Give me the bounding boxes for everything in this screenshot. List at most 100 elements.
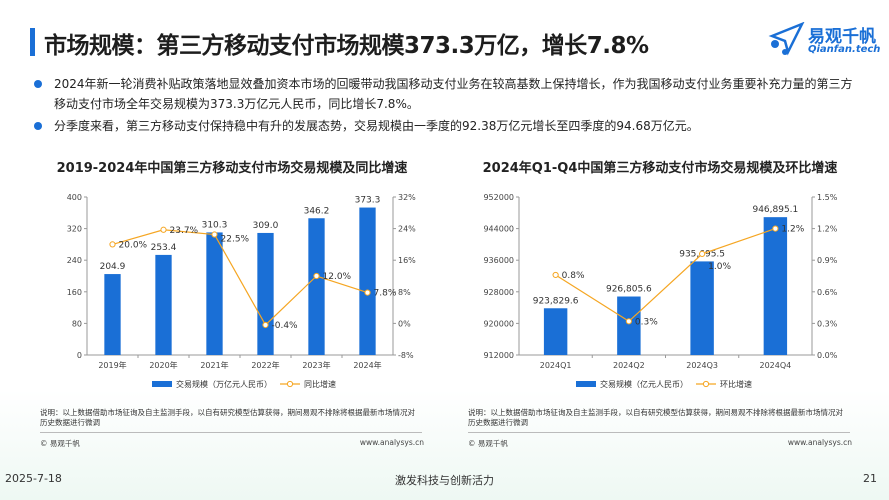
bar-value-label: 204.9 <box>100 262 126 272</box>
background-decoration <box>0 390 889 500</box>
bullet-text: 分季度来看，第三方移动支付保持稳中有升的发展态势，交易规模由一季度的92.38万… <box>54 119 699 133</box>
chart-title: 2019-2024年中国第三方移动支付市场交易规模及同比增速 <box>56 161 408 176</box>
x-tick-label: 2022年 <box>251 360 279 370</box>
bar-value-label: 946,895.1 <box>752 205 798 215</box>
y2-tick-label: 0.9% <box>817 256 838 265</box>
bullet-dot-icon <box>34 80 42 88</box>
y2-tick-label: 0% <box>398 319 411 328</box>
x-tick-label: 2024Q1 <box>540 361 572 370</box>
page-title: 市场规模：第三方移动支付市场规模373.3万亿，增长7.8% <box>44 33 649 59</box>
bar <box>359 207 376 355</box>
logo-plane-icon <box>768 21 805 56</box>
chart-panel-annual: 2019-2024年中国第三方移动支付市场交易规模及同比增速 0 80 160 240… <box>32 150 432 450</box>
bar <box>308 218 325 355</box>
divider <box>468 432 850 433</box>
bar-value-label: 926,805.6 <box>606 285 652 295</box>
y-tick-label: 80 <box>72 319 82 328</box>
y2-tick-label: 0.6% <box>817 288 838 297</box>
chart-title: 2024年Q1-Q4中国第三方移动支付市场交易规模及环比增速 <box>482 161 838 176</box>
bar-value-label: 373.3 <box>355 196 381 206</box>
logo-text: 易观千帆 <box>808 27 876 47</box>
x-tick-label: 2024Q4 <box>760 361 792 370</box>
footer-slogan: 激发科技与创新活力 <box>395 474 494 487</box>
y-tick-label: 240 <box>67 256 82 265</box>
bar <box>206 232 223 355</box>
y-tick-label: 320 <box>67 225 82 234</box>
chart-note: 说明：以上数据借助市场征询及自主监测手段，以自有研究模型估算获得，期间易观不排除… <box>468 408 843 427</box>
growth-point <box>160 226 167 233</box>
bar <box>543 308 568 355</box>
growth-point <box>313 272 320 280</box>
title-accent-bar <box>30 28 35 56</box>
growth-value-label: 12.0% <box>323 272 352 282</box>
growth-point <box>364 289 371 296</box>
x-tick-label: 2024Q3 <box>686 361 718 370</box>
growth-point <box>211 231 218 238</box>
y-tick-label: 944000 <box>483 225 514 234</box>
legend-line-marker <box>286 380 294 388</box>
x-tick-label: 2020年 <box>149 360 177 370</box>
growth-value-label: 7.8% <box>374 289 397 299</box>
growth-value-label: 22.5% <box>221 235 250 245</box>
growth-point <box>625 318 632 325</box>
bar <box>690 261 714 355</box>
bar-value-label: 253.4 <box>151 243 177 253</box>
bar-value-label: 310.3 <box>202 220 228 230</box>
bullet-dot-icon <box>34 122 42 130</box>
website-link[interactable]: www.analysys.cn <box>787 438 852 447</box>
bar <box>257 232 274 355</box>
y-tick-label: 920000 <box>483 319 514 328</box>
copyright: © 易观千帆 <box>468 439 508 448</box>
y2-tick-label: 8% <box>398 288 411 297</box>
chart-note: 说明：以上数据借助市场征询及自主监测手段，以自有研究模型估算获得，期间易观不排除… <box>40 408 415 427</box>
y-tick-label: 400 <box>67 193 82 202</box>
bar <box>155 254 172 355</box>
page-number: 21 <box>863 472 877 485</box>
logo: 易观千帆 Qianfan.tech <box>768 21 883 62</box>
growth-value-label: 23.7% <box>170 226 199 236</box>
y-tick-label: 912000 <box>483 351 514 360</box>
growth-line <box>555 228 776 323</box>
bullet-text: 2024年新一轮消费补贴政策落地显效叠加资本市场的回暖带动我国移动支付业务在较高… <box>54 77 853 111</box>
y-tick-label: 160 <box>67 288 82 297</box>
y-tick-label: 952000 <box>483 193 514 202</box>
legend-line-label: 环比增速 <box>720 379 752 389</box>
y2-tick-label: 1.5% <box>817 193 838 202</box>
x-tick-label: 2024年 <box>353 360 381 370</box>
y-tick-label: 0 <box>77 351 82 360</box>
y-tick-label: 936000 <box>483 256 514 265</box>
logo-subtext: Qianfan.tech <box>808 44 881 55</box>
x-tick-label: 2023年 <box>302 360 330 370</box>
y2-tick-label: 0.3% <box>817 319 838 328</box>
copyright: © 易观千帆 <box>40 439 80 448</box>
growth-value-label: 20.0% <box>119 240 148 250</box>
y2-tick-label: -8% <box>398 351 414 360</box>
legend-line-label: 同比增速 <box>304 379 336 389</box>
divider <box>40 432 422 433</box>
growth-value-label: 0.8% <box>562 271 585 281</box>
growth-point <box>109 241 116 248</box>
y2-tick-label: 24% <box>398 225 416 234</box>
legend-line-marker <box>702 380 710 388</box>
growth-point <box>772 225 779 232</box>
website-link[interactable]: www.analysys.cn <box>359 438 424 447</box>
bar-value-label: 346.2 <box>304 206 330 216</box>
chart-panel-quarterly: 2024年Q1-Q4中国第三方移动支付市场交易规模及环比增速 912000 920… <box>460 150 860 450</box>
legend-bar-swatch <box>152 381 172 387</box>
legend-bar-label: 交易规模（万亿元人民币） <box>176 379 272 389</box>
growth-value-label: 1.0% <box>708 262 731 272</box>
chart-quarterly: 912000 920000 928000 936000 944000 952000 0.0%… <box>483 193 838 389</box>
x-tick-label: 2024Q2 <box>613 361 645 370</box>
x-tick-label: 2021年 <box>200 360 228 370</box>
bar <box>763 217 788 355</box>
y-tick-label: 928000 <box>483 288 514 297</box>
summary-bullets: 2024年新一轮消费补贴政策落地显效叠加资本市场的回暖带动我国移动支付业务在较高… <box>34 74 864 138</box>
growth-point <box>699 250 706 257</box>
y2-tick-label: 32% <box>398 193 416 202</box>
y2-tick-label: 1.2% <box>817 225 838 234</box>
legend-bar-swatch <box>576 381 596 387</box>
bullet-item: 2024年新一轮消费补贴政策落地显效叠加资本市场的回暖带动我国移动支付业务在较高… <box>34 74 864 114</box>
chart-annual: 0 80 160 240 320 400 -8% 0% 8% 16% 24% 32% 2019年 204.… <box>67 193 416 389</box>
growth-point <box>262 321 269 329</box>
growth-value-label: 0.3% <box>635 317 658 327</box>
